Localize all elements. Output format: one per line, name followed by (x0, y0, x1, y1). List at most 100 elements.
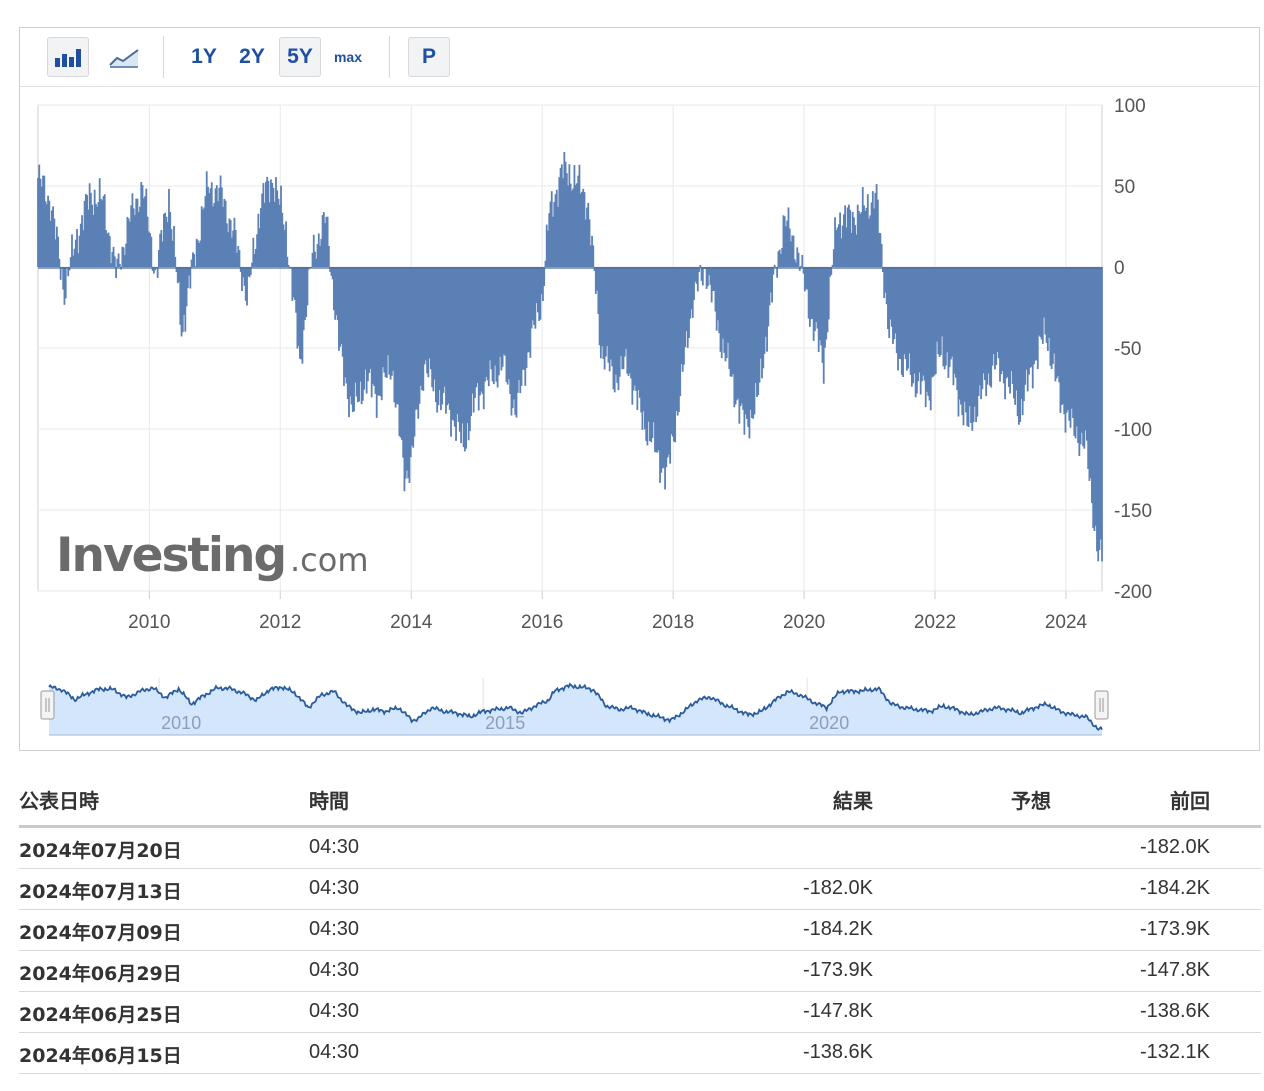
bar (555, 189, 558, 267)
bar (372, 267, 374, 384)
bar (126, 216, 129, 267)
cell-time: 04:30 (309, 836, 360, 858)
navigator-right-handle[interactable] (1094, 690, 1109, 720)
bar (1065, 267, 1068, 413)
bar (926, 267, 928, 392)
bar (353, 267, 355, 412)
bar (139, 206, 141, 267)
bar (567, 185, 570, 267)
bar (137, 212, 140, 267)
p-button[interactable]: P (408, 37, 450, 77)
bar (875, 184, 878, 267)
bar (578, 164, 581, 267)
cell-time: 04:30 (309, 918, 360, 940)
bar (691, 267, 694, 318)
bar (330, 267, 333, 276)
bar (511, 267, 514, 409)
bar (515, 267, 518, 418)
bar (465, 267, 468, 449)
bar (1082, 267, 1085, 447)
bar (426, 267, 428, 374)
bar (471, 267, 474, 394)
bar (481, 267, 484, 394)
table-row: 2024年06月29日 04:30 -173.9K -147.8K (19, 951, 1261, 992)
bar (88, 183, 91, 267)
navigator-left-handle[interactable] (40, 690, 55, 720)
bar (474, 267, 476, 398)
bar (752, 267, 755, 419)
header-result: 結果 (833, 789, 873, 813)
bar (338, 267, 340, 351)
bar (175, 267, 178, 273)
bar (655, 267, 658, 453)
period-5y-button[interactable]: 5Y (279, 37, 321, 77)
line-chart-button[interactable] (103, 37, 145, 77)
bar (694, 267, 697, 282)
bar (442, 267, 445, 393)
bar (680, 267, 683, 365)
period-2y-button[interactable]: 2Y (239, 45, 265, 68)
cell-previous: -147.8K (1139, 959, 1210, 981)
bar (384, 267, 387, 378)
bar (379, 267, 382, 397)
bar (66, 267, 68, 268)
bar (1063, 267, 1066, 415)
bar (903, 267, 906, 355)
bar (678, 267, 680, 413)
bar (184, 267, 187, 332)
bar (681, 267, 684, 372)
bar (1039, 267, 1042, 337)
bar (113, 256, 116, 267)
bar (456, 267, 459, 415)
bar (909, 267, 912, 375)
cell-date: 2024年06月15日 (19, 1045, 182, 1067)
bar (597, 267, 600, 315)
bar (888, 267, 891, 339)
bar (840, 238, 843, 267)
bar (136, 198, 139, 267)
bar (589, 245, 592, 267)
bar (604, 267, 607, 357)
bar (228, 218, 231, 267)
bar (210, 182, 213, 267)
bar (176, 267, 179, 284)
period-1y-button[interactable]: 1Y (191, 45, 217, 68)
bar (528, 267, 530, 352)
bar (552, 216, 554, 267)
bar (73, 248, 76, 267)
bar (173, 226, 175, 267)
bar (1021, 267, 1024, 416)
bar (788, 228, 791, 267)
navigator[interactable]: 2010 2015 2020 (40, 678, 1109, 736)
cell-result: -138.6K (802, 1041, 873, 1063)
bar (1030, 267, 1033, 367)
period-max-button[interactable]: max (333, 49, 363, 65)
bar (1070, 267, 1073, 409)
bar (734, 267, 737, 405)
bar (545, 224, 548, 267)
bar (961, 267, 964, 416)
bar (1006, 267, 1009, 378)
table-row: 2024年07月13日 04:30 -182.0K -184.2K (19, 869, 1261, 910)
bar (914, 267, 917, 398)
navigator-area (49, 684, 1102, 735)
bar (645, 267, 648, 441)
bar (710, 267, 713, 303)
bar (728, 267, 731, 369)
cell-date: 2024年06月25日 (19, 1004, 182, 1026)
bar (802, 267, 805, 274)
bar (95, 203, 97, 267)
bar (160, 229, 163, 267)
bar (40, 186, 43, 267)
bar-chart-button[interactable] (47, 37, 89, 77)
bar (278, 204, 281, 267)
bar (885, 267, 888, 305)
bar (1025, 267, 1028, 370)
bar (286, 256, 289, 267)
bar (263, 202, 266, 267)
bar (693, 267, 695, 300)
bar (815, 267, 818, 322)
bar (468, 267, 471, 432)
bar (368, 267, 371, 373)
bar (1051, 267, 1054, 364)
